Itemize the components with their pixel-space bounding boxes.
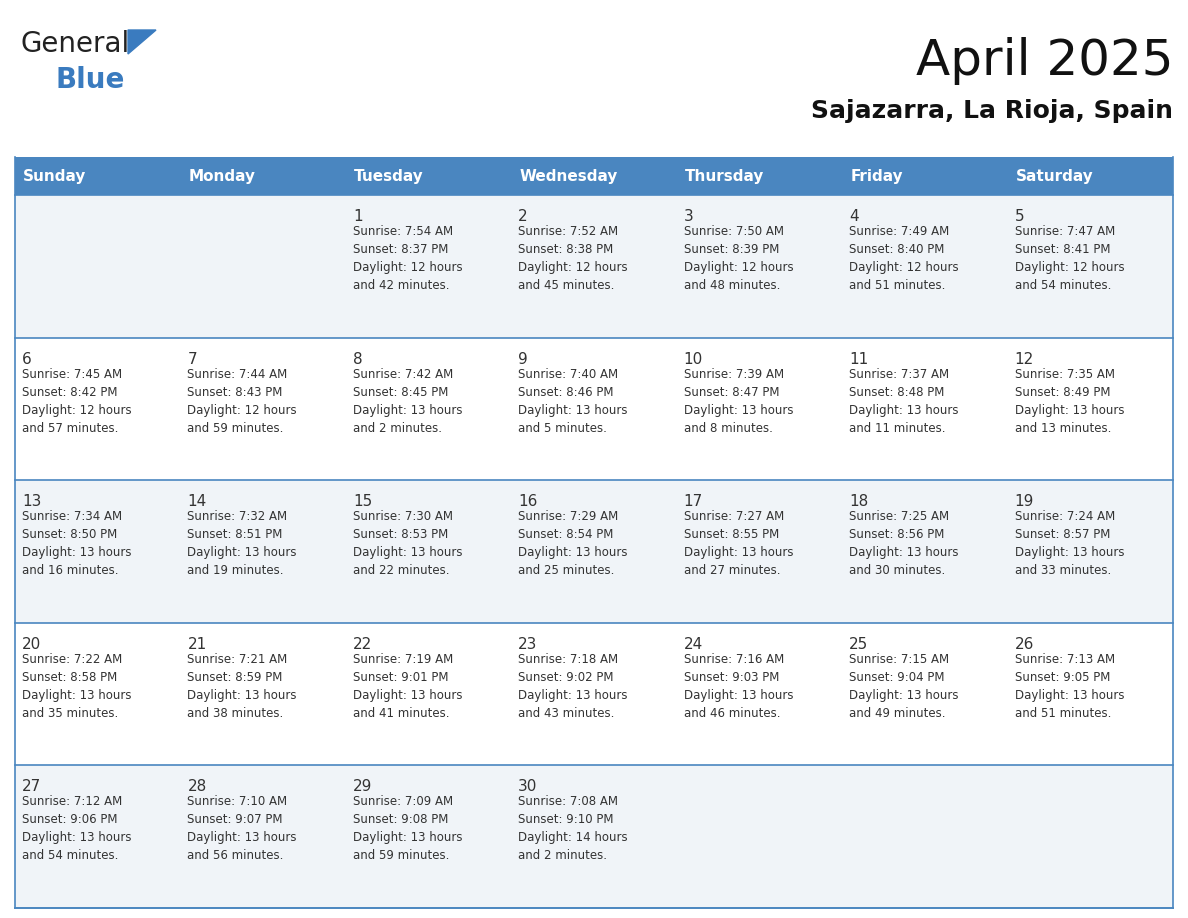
Text: 6: 6 bbox=[23, 352, 32, 366]
Text: 24: 24 bbox=[684, 637, 703, 652]
Text: 17: 17 bbox=[684, 494, 703, 509]
Text: Sunday: Sunday bbox=[23, 169, 87, 184]
Text: 13: 13 bbox=[23, 494, 42, 509]
Text: 7: 7 bbox=[188, 352, 197, 366]
Text: 10: 10 bbox=[684, 352, 703, 366]
Text: 9: 9 bbox=[518, 352, 527, 366]
Text: Sunrise: 7:47 AM
Sunset: 8:41 PM
Daylight: 12 hours
and 54 minutes.: Sunrise: 7:47 AM Sunset: 8:41 PM Dayligh… bbox=[1015, 225, 1124, 292]
Text: 26: 26 bbox=[1015, 637, 1034, 652]
Text: Sunrise: 7:25 AM
Sunset: 8:56 PM
Daylight: 13 hours
and 30 minutes.: Sunrise: 7:25 AM Sunset: 8:56 PM Dayligh… bbox=[849, 510, 959, 577]
Text: Tuesday: Tuesday bbox=[354, 169, 424, 184]
Polygon shape bbox=[128, 30, 156, 54]
Text: 5: 5 bbox=[1015, 209, 1024, 224]
Text: Sunrise: 7:39 AM
Sunset: 8:47 PM
Daylight: 13 hours
and 8 minutes.: Sunrise: 7:39 AM Sunset: 8:47 PM Dayligh… bbox=[684, 367, 794, 434]
Text: 19: 19 bbox=[1015, 494, 1034, 509]
Text: April 2025: April 2025 bbox=[916, 37, 1173, 85]
Text: Sunrise: 7:45 AM
Sunset: 8:42 PM
Daylight: 12 hours
and 57 minutes.: Sunrise: 7:45 AM Sunset: 8:42 PM Dayligh… bbox=[23, 367, 132, 434]
Bar bbox=[15, 157, 1173, 195]
Text: Sunrise: 7:16 AM
Sunset: 9:03 PM
Daylight: 13 hours
and 46 minutes.: Sunrise: 7:16 AM Sunset: 9:03 PM Dayligh… bbox=[684, 653, 794, 720]
Bar bbox=[15, 338, 1173, 480]
Text: Saturday: Saturday bbox=[1016, 169, 1093, 184]
Bar bbox=[15, 480, 1173, 622]
Text: Wednesday: Wednesday bbox=[519, 169, 618, 184]
Text: 12: 12 bbox=[1015, 352, 1034, 366]
Text: 2: 2 bbox=[518, 209, 527, 224]
Text: Friday: Friday bbox=[851, 169, 903, 184]
Text: 27: 27 bbox=[23, 779, 42, 794]
Text: Sunrise: 7:19 AM
Sunset: 9:01 PM
Daylight: 13 hours
and 41 minutes.: Sunrise: 7:19 AM Sunset: 9:01 PM Dayligh… bbox=[353, 653, 462, 720]
Text: Sunrise: 7:35 AM
Sunset: 8:49 PM
Daylight: 13 hours
and 13 minutes.: Sunrise: 7:35 AM Sunset: 8:49 PM Dayligh… bbox=[1015, 367, 1124, 434]
Text: 16: 16 bbox=[518, 494, 538, 509]
Text: Sunrise: 7:22 AM
Sunset: 8:58 PM
Daylight: 13 hours
and 35 minutes.: Sunrise: 7:22 AM Sunset: 8:58 PM Dayligh… bbox=[23, 653, 132, 720]
Text: Thursday: Thursday bbox=[684, 169, 764, 184]
Text: Sunrise: 7:50 AM
Sunset: 8:39 PM
Daylight: 12 hours
and 48 minutes.: Sunrise: 7:50 AM Sunset: 8:39 PM Dayligh… bbox=[684, 225, 794, 292]
Text: Sunrise: 7:12 AM
Sunset: 9:06 PM
Daylight: 13 hours
and 54 minutes.: Sunrise: 7:12 AM Sunset: 9:06 PM Dayligh… bbox=[23, 795, 132, 862]
Bar bbox=[15, 195, 1173, 338]
Text: Sunrise: 7:15 AM
Sunset: 9:04 PM
Daylight: 13 hours
and 49 minutes.: Sunrise: 7:15 AM Sunset: 9:04 PM Dayligh… bbox=[849, 653, 959, 720]
Bar bbox=[15, 622, 1173, 766]
Text: Sajazarra, La Rioja, Spain: Sajazarra, La Rioja, Spain bbox=[811, 99, 1173, 123]
Text: Sunrise: 7:49 AM
Sunset: 8:40 PM
Daylight: 12 hours
and 51 minutes.: Sunrise: 7:49 AM Sunset: 8:40 PM Dayligh… bbox=[849, 225, 959, 292]
Text: General: General bbox=[20, 30, 129, 58]
Text: Sunrise: 7:27 AM
Sunset: 8:55 PM
Daylight: 13 hours
and 27 minutes.: Sunrise: 7:27 AM Sunset: 8:55 PM Dayligh… bbox=[684, 510, 794, 577]
Text: Sunrise: 7:32 AM
Sunset: 8:51 PM
Daylight: 13 hours
and 19 minutes.: Sunrise: 7:32 AM Sunset: 8:51 PM Dayligh… bbox=[188, 510, 297, 577]
Text: Sunrise: 7:30 AM
Sunset: 8:53 PM
Daylight: 13 hours
and 22 minutes.: Sunrise: 7:30 AM Sunset: 8:53 PM Dayligh… bbox=[353, 510, 462, 577]
Text: 18: 18 bbox=[849, 494, 868, 509]
Text: Sunrise: 7:52 AM
Sunset: 8:38 PM
Daylight: 12 hours
and 45 minutes.: Sunrise: 7:52 AM Sunset: 8:38 PM Dayligh… bbox=[518, 225, 628, 292]
Text: 23: 23 bbox=[518, 637, 538, 652]
Text: Sunrise: 7:13 AM
Sunset: 9:05 PM
Daylight: 13 hours
and 51 minutes.: Sunrise: 7:13 AM Sunset: 9:05 PM Dayligh… bbox=[1015, 653, 1124, 720]
Text: Sunrise: 7:34 AM
Sunset: 8:50 PM
Daylight: 13 hours
and 16 minutes.: Sunrise: 7:34 AM Sunset: 8:50 PM Dayligh… bbox=[23, 510, 132, 577]
Text: Sunrise: 7:10 AM
Sunset: 9:07 PM
Daylight: 13 hours
and 56 minutes.: Sunrise: 7:10 AM Sunset: 9:07 PM Dayligh… bbox=[188, 795, 297, 862]
Text: 14: 14 bbox=[188, 494, 207, 509]
Text: Monday: Monday bbox=[189, 169, 255, 184]
Text: 20: 20 bbox=[23, 637, 42, 652]
Text: 11: 11 bbox=[849, 352, 868, 366]
Text: 25: 25 bbox=[849, 637, 868, 652]
Text: Sunrise: 7:42 AM
Sunset: 8:45 PM
Daylight: 13 hours
and 2 minutes.: Sunrise: 7:42 AM Sunset: 8:45 PM Dayligh… bbox=[353, 367, 462, 434]
Text: 1: 1 bbox=[353, 209, 362, 224]
Text: Sunrise: 7:54 AM
Sunset: 8:37 PM
Daylight: 12 hours
and 42 minutes.: Sunrise: 7:54 AM Sunset: 8:37 PM Dayligh… bbox=[353, 225, 462, 292]
Text: Sunrise: 7:08 AM
Sunset: 9:10 PM
Daylight: 14 hours
and 2 minutes.: Sunrise: 7:08 AM Sunset: 9:10 PM Dayligh… bbox=[518, 795, 628, 862]
Text: Sunrise: 7:44 AM
Sunset: 8:43 PM
Daylight: 12 hours
and 59 minutes.: Sunrise: 7:44 AM Sunset: 8:43 PM Dayligh… bbox=[188, 367, 297, 434]
Text: 28: 28 bbox=[188, 779, 207, 794]
Bar bbox=[15, 766, 1173, 908]
Text: 22: 22 bbox=[353, 637, 372, 652]
Text: Blue: Blue bbox=[55, 66, 125, 94]
Text: 21: 21 bbox=[188, 637, 207, 652]
Text: Sunrise: 7:24 AM
Sunset: 8:57 PM
Daylight: 13 hours
and 33 minutes.: Sunrise: 7:24 AM Sunset: 8:57 PM Dayligh… bbox=[1015, 510, 1124, 577]
Text: Sunrise: 7:09 AM
Sunset: 9:08 PM
Daylight: 13 hours
and 59 minutes.: Sunrise: 7:09 AM Sunset: 9:08 PM Dayligh… bbox=[353, 795, 462, 862]
Text: 30: 30 bbox=[518, 779, 538, 794]
Text: 29: 29 bbox=[353, 779, 372, 794]
Text: Sunrise: 7:40 AM
Sunset: 8:46 PM
Daylight: 13 hours
and 5 minutes.: Sunrise: 7:40 AM Sunset: 8:46 PM Dayligh… bbox=[518, 367, 627, 434]
Text: Sunrise: 7:18 AM
Sunset: 9:02 PM
Daylight: 13 hours
and 43 minutes.: Sunrise: 7:18 AM Sunset: 9:02 PM Dayligh… bbox=[518, 653, 627, 720]
Text: Sunrise: 7:21 AM
Sunset: 8:59 PM
Daylight: 13 hours
and 38 minutes.: Sunrise: 7:21 AM Sunset: 8:59 PM Dayligh… bbox=[188, 653, 297, 720]
Text: 4: 4 bbox=[849, 209, 859, 224]
Text: 15: 15 bbox=[353, 494, 372, 509]
Text: Sunrise: 7:29 AM
Sunset: 8:54 PM
Daylight: 13 hours
and 25 minutes.: Sunrise: 7:29 AM Sunset: 8:54 PM Dayligh… bbox=[518, 510, 627, 577]
Text: 8: 8 bbox=[353, 352, 362, 366]
Text: 3: 3 bbox=[684, 209, 694, 224]
Text: Sunrise: 7:37 AM
Sunset: 8:48 PM
Daylight: 13 hours
and 11 minutes.: Sunrise: 7:37 AM Sunset: 8:48 PM Dayligh… bbox=[849, 367, 959, 434]
